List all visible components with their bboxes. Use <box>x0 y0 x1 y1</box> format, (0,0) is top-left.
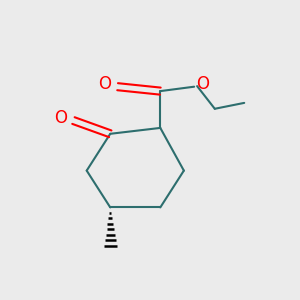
Text: O: O <box>98 75 111 93</box>
Text: O: O <box>54 109 67 127</box>
Text: O: O <box>196 75 209 93</box>
